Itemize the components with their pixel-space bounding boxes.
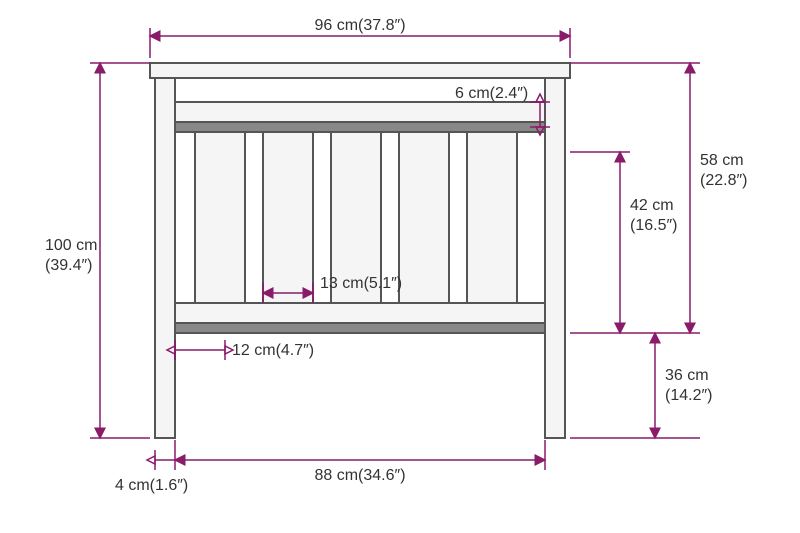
label-slat-height-a: 42 cm (630, 197, 674, 214)
label-rail-height: 6 cm(2.4″) (455, 85, 528, 102)
label-gap-width: 12 cm(4.7″) (232, 342, 314, 359)
label-slat-width: 13 cm(5.1″) (320, 275, 402, 292)
label-upper-right-b: (22.8″) (700, 172, 747, 189)
label-total-height-a: 100 cm (45, 237, 97, 254)
label-top-width: 96 cm(37.8″) (314, 17, 405, 34)
dimension-diagram: 96 cm(37.8″) 6 cm(2.4″) 58 cm (22.8″) 42… (0, 0, 800, 533)
headboard-drawing (150, 63, 570, 438)
dimensions: 96 cm(37.8″) 6 cm(2.4″) 58 cm (22.8″) 42… (45, 17, 747, 494)
dim-total-height: 100 cm (39.4″) (45, 63, 150, 438)
label-total-height-b: (39.4″) (45, 257, 92, 274)
label-upper-right-a: 58 cm (700, 152, 744, 169)
dim-slat-height: 42 cm (16.5″) (570, 152, 677, 333)
label-post-width: 4 cm(1.6″) (115, 477, 188, 494)
dim-inner-width: 88 cm(34.6″) (175, 440, 545, 484)
label-slat-height-b: (16.5″) (630, 217, 677, 234)
dim-gap-width: 12 cm(4.7″) (167, 340, 314, 360)
label-lower-right-a: 36 cm (665, 367, 709, 384)
label-inner-width: 88 cm(34.6″) (314, 467, 405, 484)
label-lower-right-b: (14.2″) (665, 387, 712, 404)
dim-lower-right: 36 cm (14.2″) (570, 333, 712, 438)
dim-post-width: 4 cm(1.6″) (115, 450, 188, 494)
dim-top-width: 96 cm(37.8″) (150, 17, 570, 58)
